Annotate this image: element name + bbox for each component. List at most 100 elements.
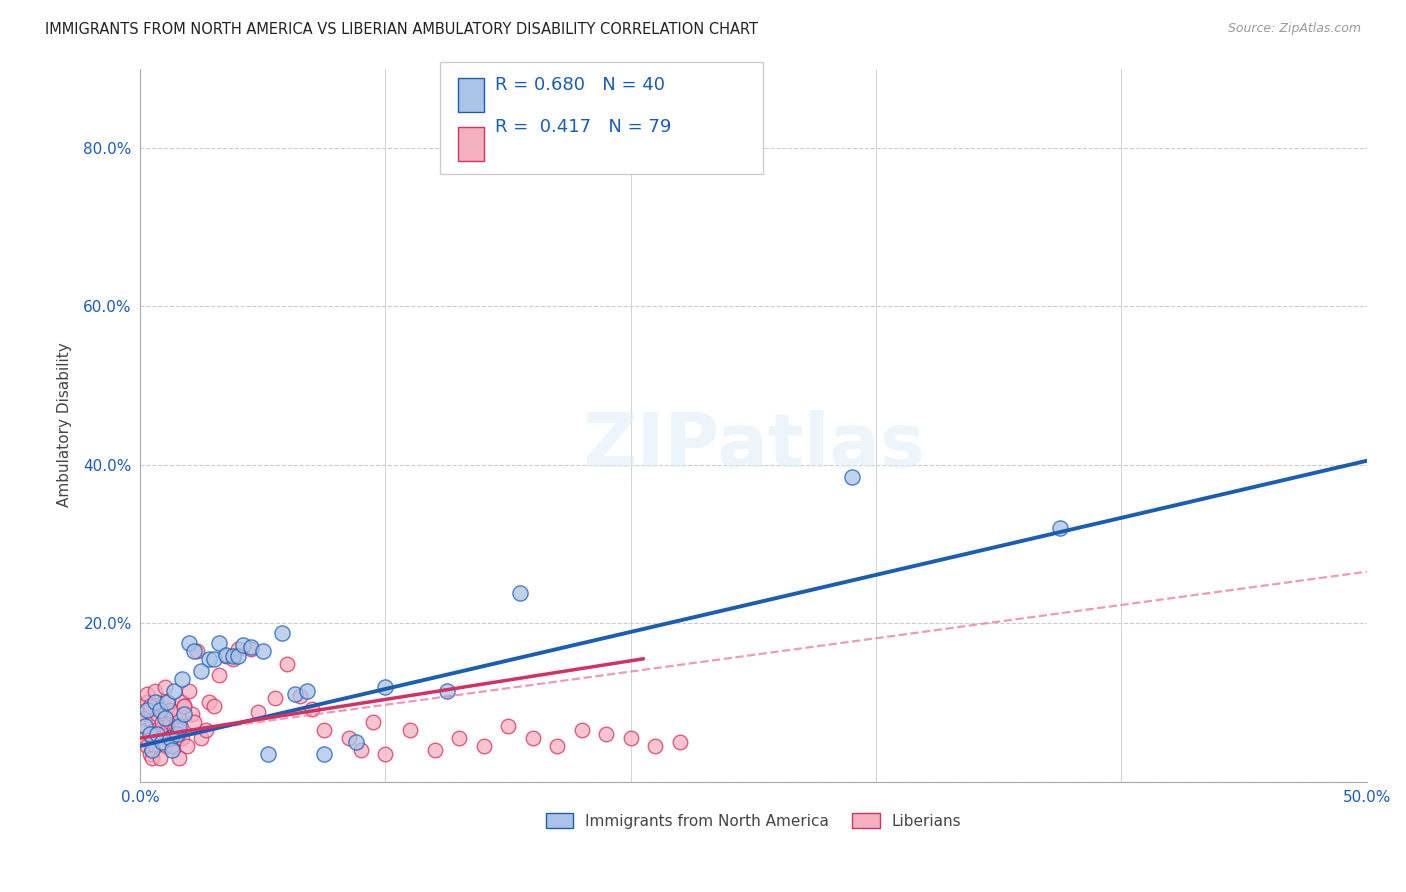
Point <box>195 723 218 738</box>
Point <box>284 688 307 702</box>
Point <box>509 586 531 600</box>
Point <box>449 731 471 745</box>
Point <box>239 640 262 654</box>
Point <box>344 735 367 749</box>
Point <box>350 743 373 757</box>
Text: R =  0.417   N = 79: R = 0.417 N = 79 <box>495 118 671 136</box>
Point <box>153 739 176 753</box>
Point <box>215 649 238 664</box>
Point <box>436 683 458 698</box>
Point <box>232 639 254 653</box>
Point <box>644 739 666 753</box>
Point <box>669 735 692 749</box>
Point <box>423 743 446 757</box>
Point <box>202 652 225 666</box>
Point <box>314 747 336 761</box>
Point <box>496 719 519 733</box>
Point <box>156 695 179 709</box>
Point <box>198 695 221 709</box>
Point <box>337 731 360 745</box>
Point <box>276 657 298 672</box>
Point <box>173 699 195 714</box>
Point <box>361 715 384 730</box>
Point <box>239 641 262 656</box>
Point <box>170 731 193 745</box>
Point <box>150 715 173 730</box>
Point <box>546 739 568 753</box>
Point <box>166 727 188 741</box>
Point <box>141 751 163 765</box>
Point <box>136 695 159 709</box>
Point <box>139 747 162 761</box>
Point <box>522 731 544 745</box>
Point <box>169 707 191 722</box>
Point <box>374 680 396 694</box>
Point <box>1049 521 1071 535</box>
Point <box>222 652 245 666</box>
Point <box>143 739 166 753</box>
Point <box>149 751 172 765</box>
Point <box>176 739 198 753</box>
Point <box>160 739 183 753</box>
Point <box>139 727 162 741</box>
Point <box>136 739 159 753</box>
Point <box>288 689 311 703</box>
Point <box>169 751 191 765</box>
Point <box>153 707 176 722</box>
Point <box>131 723 153 738</box>
Point <box>150 699 173 714</box>
Point <box>136 688 159 702</box>
Point <box>139 703 162 717</box>
Text: ZIPatlas: ZIPatlas <box>582 410 925 483</box>
Point <box>472 739 495 753</box>
Point <box>153 680 176 694</box>
Point <box>146 727 169 741</box>
Point <box>264 691 287 706</box>
Point <box>295 683 318 698</box>
Point <box>207 667 229 681</box>
Point <box>159 715 181 730</box>
Point <box>190 731 212 745</box>
Point <box>134 719 156 733</box>
Point <box>301 702 323 716</box>
Point <box>146 695 169 709</box>
Text: Source: ZipAtlas.com: Source: ZipAtlas.com <box>1227 22 1361 36</box>
Point <box>841 469 863 483</box>
Point <box>166 731 188 745</box>
Legend: Immigrants from North America, Liberians: Immigrants from North America, Liberians <box>540 806 967 835</box>
Point <box>207 636 229 650</box>
Point <box>202 699 225 714</box>
Point <box>163 683 186 698</box>
Point <box>159 731 181 745</box>
Point <box>163 727 186 741</box>
Point <box>141 743 163 757</box>
Point <box>136 703 159 717</box>
Point <box>183 715 205 730</box>
Point <box>271 625 294 640</box>
Point <box>156 695 179 709</box>
Text: R = 0.680   N = 40: R = 0.680 N = 40 <box>495 76 665 94</box>
Point <box>134 711 156 725</box>
Point <box>149 731 172 745</box>
Point <box>620 731 643 745</box>
Point <box>169 723 191 738</box>
Point <box>156 723 179 738</box>
Point <box>226 641 249 656</box>
Point <box>571 723 593 738</box>
Point <box>159 731 181 745</box>
Point <box>143 695 166 709</box>
Point <box>143 683 166 698</box>
Point <box>134 731 156 745</box>
Point <box>186 644 208 658</box>
Point <box>153 711 176 725</box>
Point <box>198 652 221 666</box>
Point <box>179 683 201 698</box>
Point <box>173 699 195 714</box>
Point <box>374 747 396 761</box>
Point <box>170 672 193 686</box>
Point <box>159 703 181 717</box>
Point <box>183 644 205 658</box>
Point <box>179 636 201 650</box>
Point <box>139 699 162 714</box>
Point <box>222 649 245 664</box>
